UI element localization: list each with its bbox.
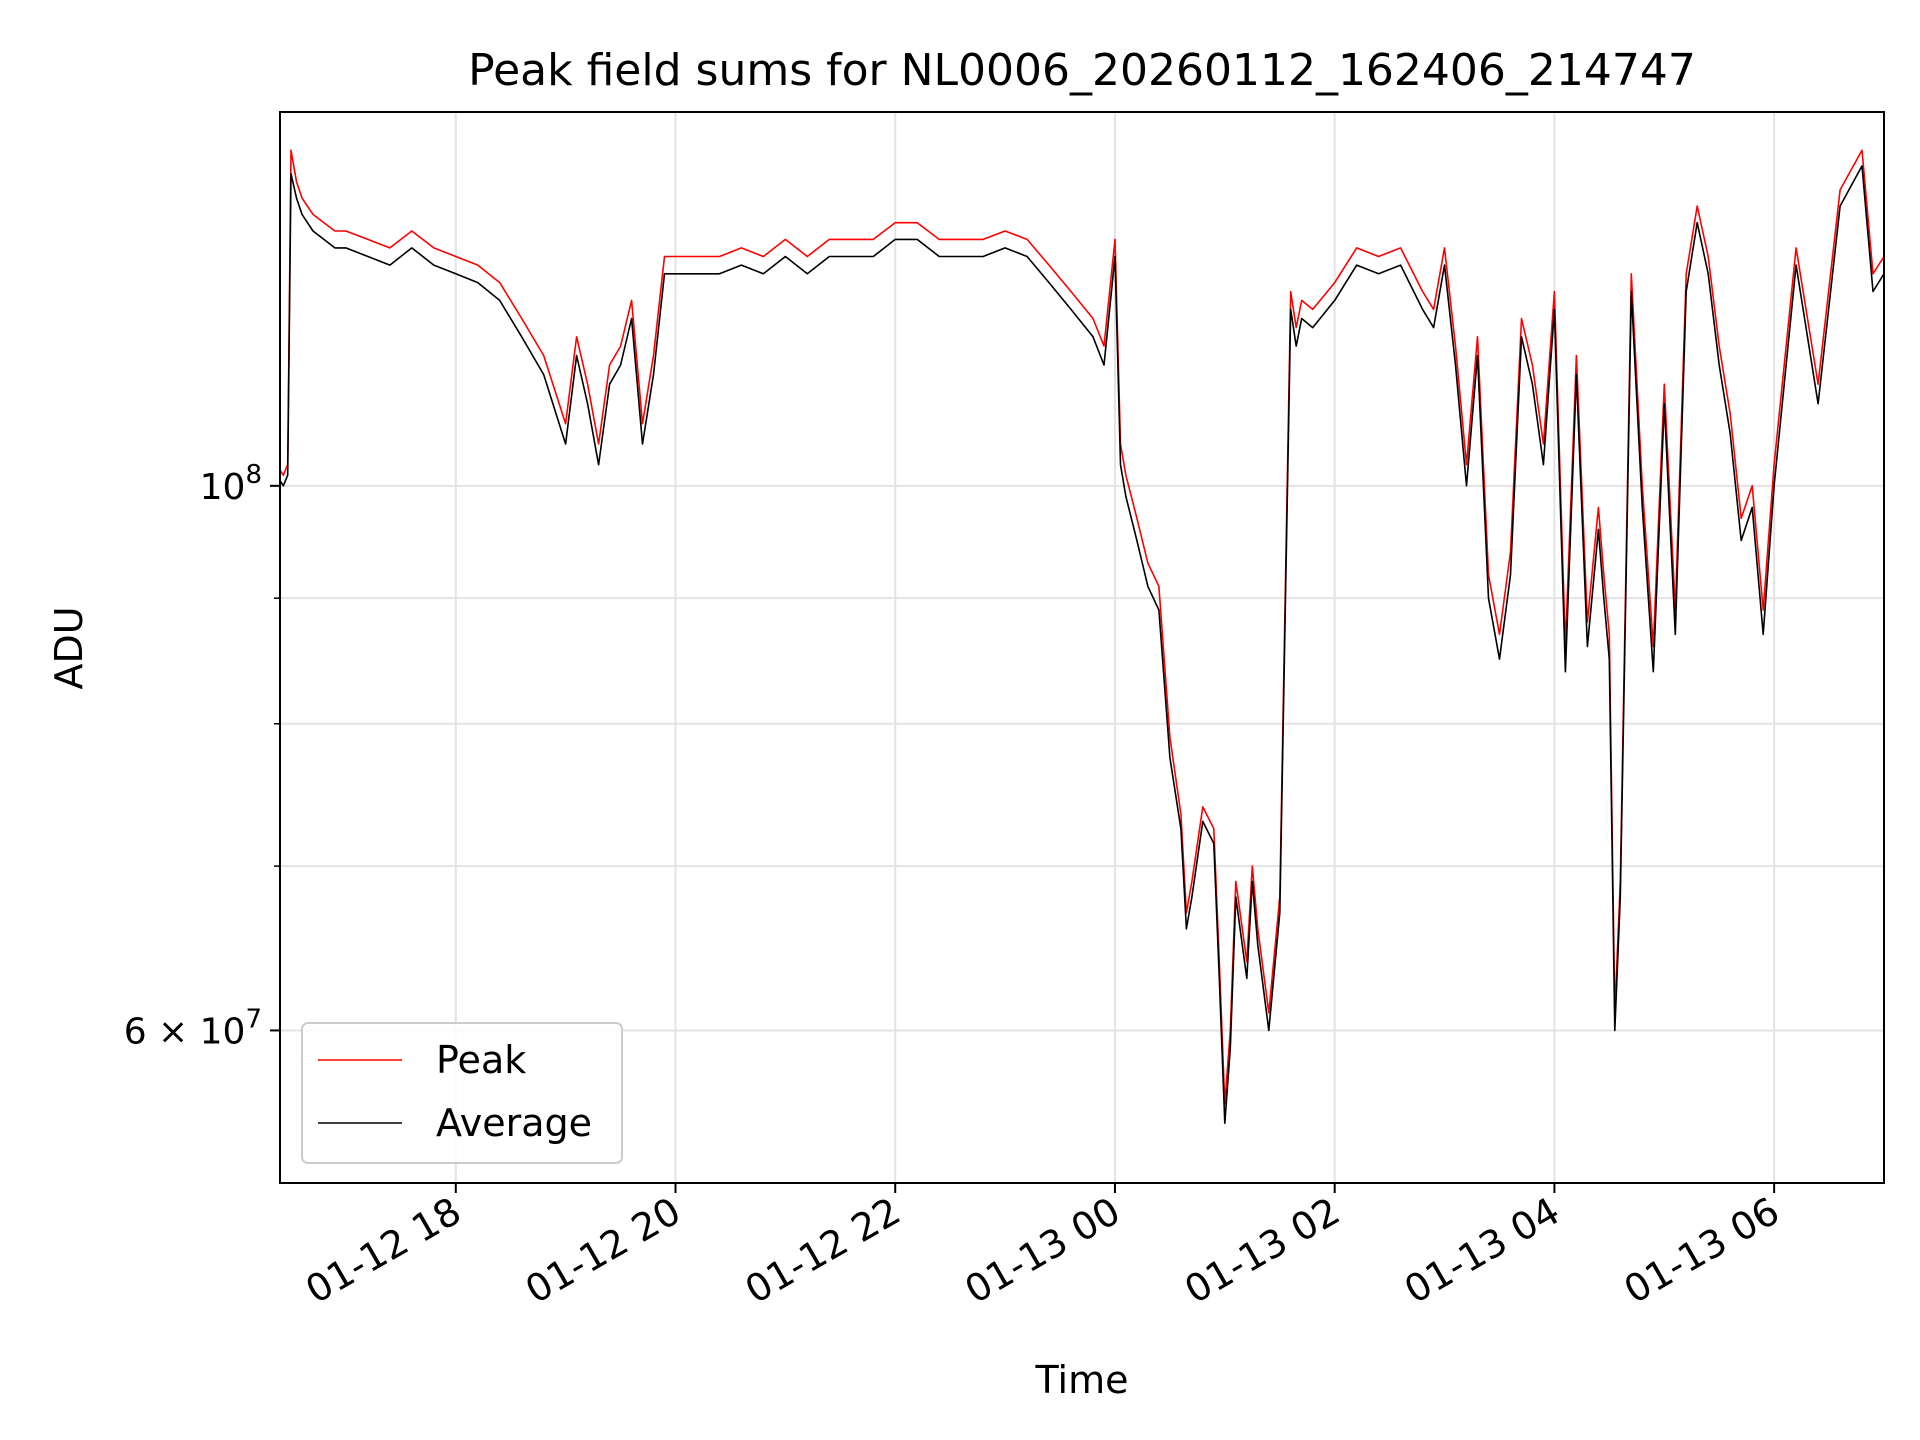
legend-label-peak: Peak xyxy=(436,1038,526,1082)
y-tick-label: 6 × 107 xyxy=(124,1004,262,1052)
legend: Peak Average xyxy=(301,1022,623,1164)
y-tick-label-exponent: 7 xyxy=(245,1004,262,1034)
plot-frame xyxy=(279,111,1885,1184)
y-tick-label: 108 xyxy=(200,460,262,508)
chart-title: Peak field sums for NL0006_20260112_1624… xyxy=(468,45,1696,96)
legend-label-average: Average xyxy=(436,1101,592,1145)
series-lines xyxy=(279,149,1885,1124)
series-line-average xyxy=(279,165,1885,1124)
y-tick-label-base: 6 × 10 xyxy=(124,1011,246,1052)
y-axis-ticks: 108 6 × 107 xyxy=(124,460,280,1052)
y-tick-label-exponent: 8 xyxy=(245,460,262,490)
y-axis-label: ADU xyxy=(47,606,91,689)
legend-box xyxy=(301,1022,623,1164)
x-axis-label: Time xyxy=(1035,1358,1129,1402)
y-tick-label-base: 10 xyxy=(200,467,246,508)
